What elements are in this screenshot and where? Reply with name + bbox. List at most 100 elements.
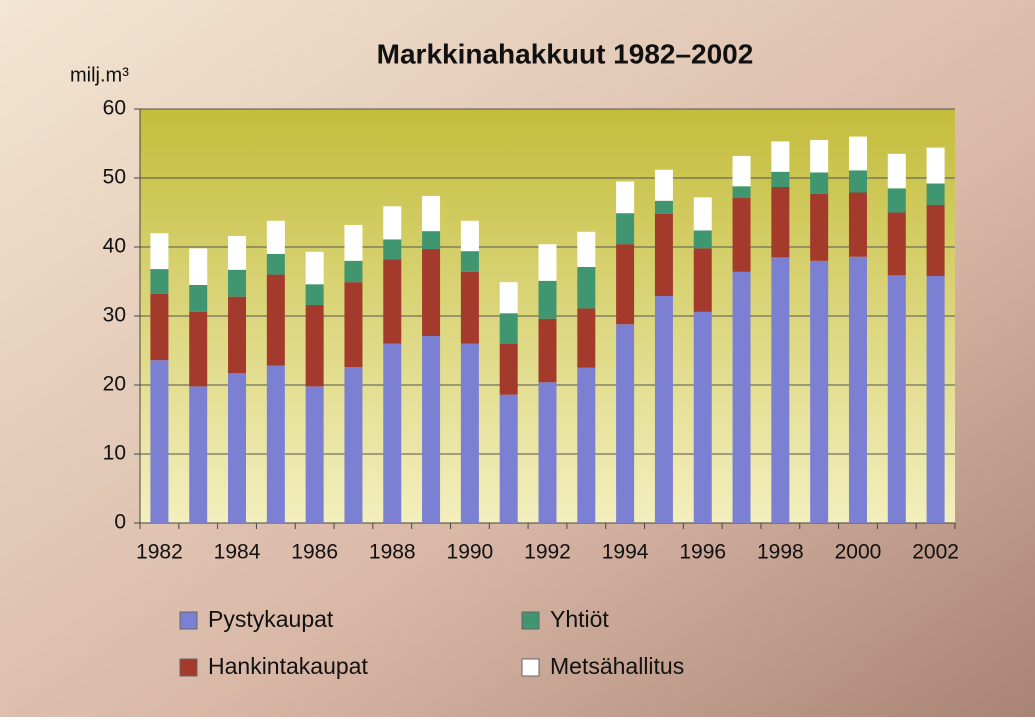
x-tick-label: 1992 <box>524 541 571 564</box>
bar-segment <box>499 313 518 344</box>
bar-segment <box>460 343 479 523</box>
bar-segment <box>848 256 867 523</box>
bar-segment <box>616 244 635 325</box>
bar-segment <box>810 140 829 173</box>
bar-segment <box>887 212 906 276</box>
y-tick-label: 20 <box>103 373 126 396</box>
bar-segment <box>344 367 363 523</box>
bar-segment <box>228 235 247 270</box>
bar-segment <box>538 244 557 281</box>
bar-segment <box>654 295 673 523</box>
y-tick-label: 30 <box>103 304 126 327</box>
bar-segment <box>732 198 751 272</box>
bar-segment <box>344 224 363 261</box>
bar-segment <box>732 271 751 523</box>
bar-segment <box>305 386 324 523</box>
bar-segment <box>305 251 324 285</box>
bar-segment <box>460 271 479 344</box>
x-tick-label: 2002 <box>912 541 959 564</box>
y-axis-label: milj.m³ <box>70 64 129 86</box>
bar-segment <box>771 257 790 523</box>
bar-segment <box>616 213 635 245</box>
bar-segment <box>577 367 596 523</box>
bar-segment <box>810 193 829 261</box>
bar-segment <box>383 239 402 260</box>
bar-segment <box>499 394 518 523</box>
bar-segment <box>654 200 673 214</box>
y-tick-label: 50 <box>103 166 126 189</box>
bar-segment <box>189 284 208 312</box>
bar-segment <box>422 231 441 250</box>
bar-segment <box>810 260 829 523</box>
bar-segment <box>150 360 169 523</box>
bar-segment <box>305 304 324 387</box>
bar-segment <box>189 311 208 387</box>
bar-segment <box>732 186 751 199</box>
bar-segment <box>499 343 518 395</box>
bar-segment <box>150 233 169 270</box>
legend-swatch <box>521 658 540 677</box>
bar-segment <box>654 169 673 201</box>
legend-label: Metsähallitus <box>550 653 684 679</box>
bar-segment <box>771 141 790 172</box>
legend-label: Pystykaupat <box>208 606 334 632</box>
bar-segment <box>266 365 285 523</box>
bar-segment <box>228 296 247 374</box>
bar-segment <box>926 204 945 276</box>
bar-segment <box>538 280 557 319</box>
bar-segment <box>266 220 285 254</box>
bar-segment <box>383 206 402 240</box>
x-tick-label: 2000 <box>835 541 882 564</box>
bar-segment <box>771 171 790 187</box>
bar-segment <box>460 220 479 252</box>
bar-segment <box>848 170 867 193</box>
bar-segment <box>383 259 402 344</box>
bar-segment <box>693 248 712 312</box>
legend-label: Hankintakaupat <box>208 653 368 679</box>
bar-segment <box>150 293 169 361</box>
bar-segment <box>848 136 867 171</box>
bar-segment <box>344 260 363 283</box>
x-tick-label: 1990 <box>447 541 494 564</box>
x-tick-label: 1998 <box>757 541 804 564</box>
bar-segment <box>577 267 596 309</box>
x-tick-label: 1996 <box>679 541 726 564</box>
bar-segment <box>887 188 906 213</box>
y-tick-label: 10 <box>103 442 126 465</box>
bar-segment <box>926 275 945 523</box>
bar-segment <box>887 153 906 189</box>
x-tick-label: 1982 <box>136 541 183 564</box>
bar-segment <box>383 343 402 523</box>
bar-segment <box>732 155 751 187</box>
legend-swatch <box>179 611 198 630</box>
bar-segment <box>577 231 596 268</box>
x-tick-label: 1986 <box>291 541 338 564</box>
bar-segment <box>189 248 208 285</box>
bar-segment <box>228 269 247 297</box>
x-tick-label: 1988 <box>369 541 416 564</box>
bar-segment <box>266 253 285 275</box>
bar-segment <box>848 192 867 257</box>
y-tick-label: 40 <box>103 235 126 258</box>
x-tick-label: 1994 <box>602 541 649 564</box>
bar-segment <box>616 181 635 214</box>
bar-segment <box>926 183 945 205</box>
bar-segment <box>150 269 169 294</box>
bar-segment <box>538 318 557 383</box>
bar-segment <box>228 373 247 523</box>
x-tick-label: 1984 <box>214 541 261 564</box>
bar-segment <box>926 147 945 184</box>
bar-segment <box>422 195 441 232</box>
legend-swatch <box>179 658 198 677</box>
bar-segment <box>616 324 635 523</box>
y-tick-label: 0 <box>114 511 126 534</box>
legend-label: Yhtiöt <box>550 606 609 632</box>
legend-swatch <box>521 611 540 630</box>
bar-segment <box>305 284 324 305</box>
bar-segment <box>189 386 208 523</box>
bar-segment <box>693 311 712 523</box>
bar-segment <box>344 282 363 368</box>
bar-segment <box>266 274 285 366</box>
bar-segment <box>693 197 712 231</box>
bar-segment <box>887 275 906 523</box>
